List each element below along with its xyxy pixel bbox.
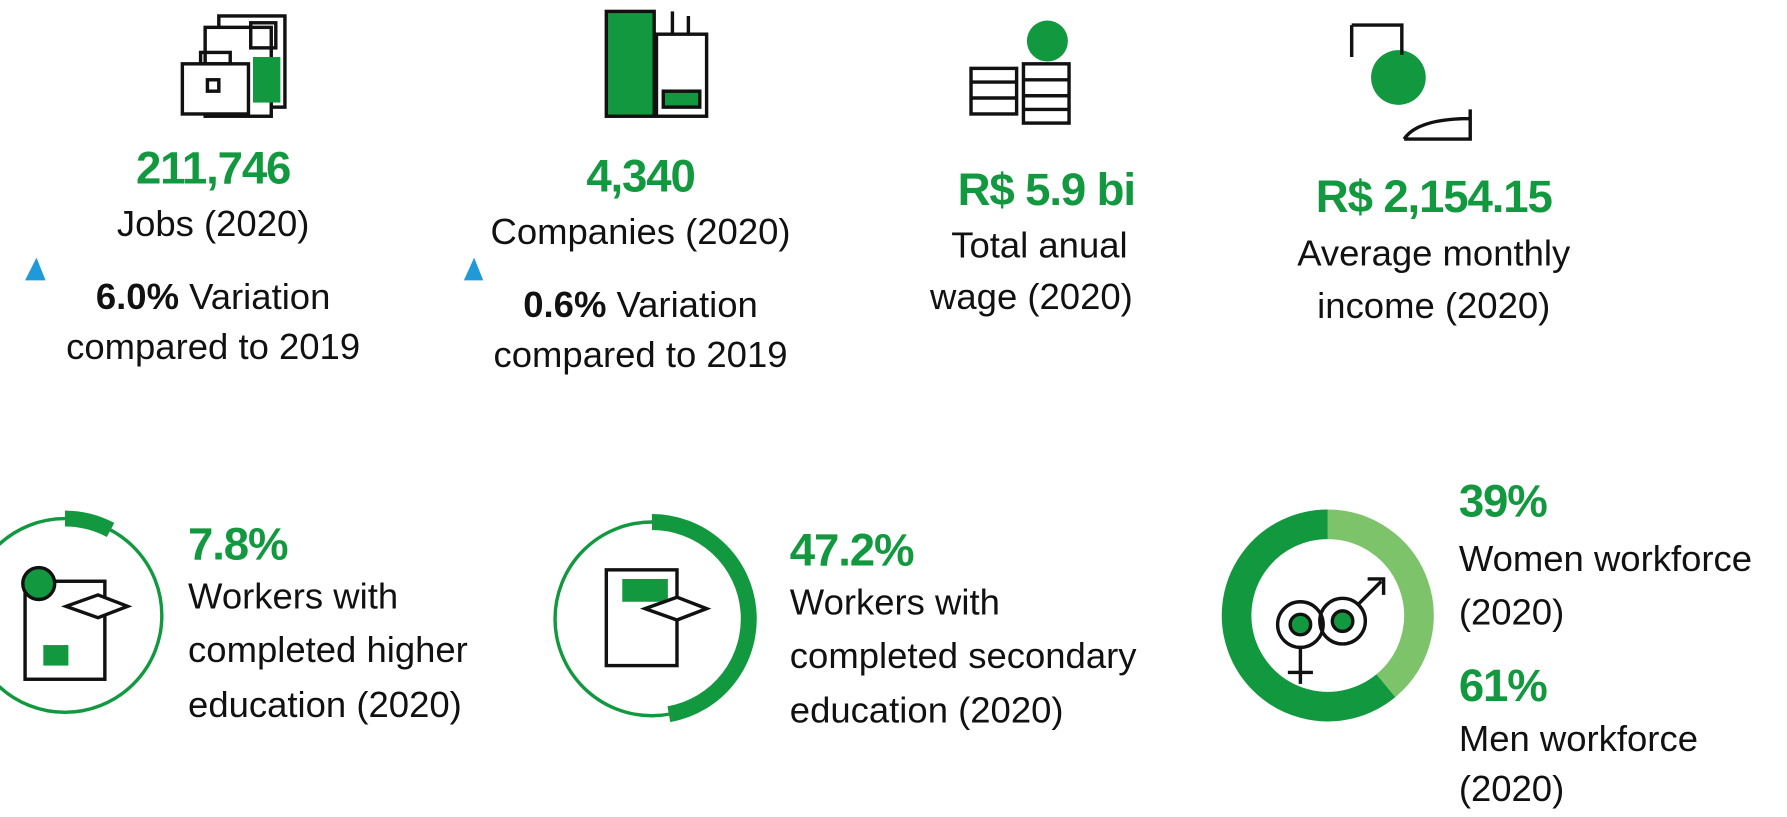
gender-label: Men workforce	[1458, 718, 1698, 760]
gauge-arc	[651, 514, 757, 723]
jobs-icon	[180, 14, 287, 118]
stat-value: R$ 2,154.15	[1315, 172, 1553, 223]
stat-label: Average monthly	[1297, 232, 1571, 274]
education-label: education (2020)	[188, 683, 462, 725]
gender-value: 61%	[1458, 661, 1548, 712]
education-label: completed higher	[188, 629, 468, 671]
gauge-arc	[64, 510, 115, 538]
gender-label: (2020)	[1458, 768, 1565, 810]
donut-segment	[1327, 509, 1434, 698]
variation: 0.6% Variation	[523, 286, 757, 322]
stat-label: Total anual	[951, 224, 1128, 266]
variation-text: Variation	[616, 283, 758, 325]
secondary-education-icon	[604, 568, 712, 668]
income-icon	[1349, 23, 1472, 141]
gender-label: Women workforce	[1458, 537, 1753, 579]
education-label: Workers with	[789, 581, 1000, 623]
education-label: Workers with	[188, 575, 399, 617]
stat-value: 4,340	[586, 151, 696, 202]
stat-label: Jobs (2020)	[116, 202, 310, 244]
education-value: 7.8%	[188, 519, 288, 570]
variation-value: 6.0%	[95, 275, 180, 317]
education-label: education (2020)	[789, 689, 1064, 731]
donut-segment	[1221, 509, 1396, 722]
gender-icon	[1275, 577, 1386, 684]
education-value: 47.2%	[789, 525, 915, 576]
stat-label: wage (2020)	[930, 275, 1133, 317]
companies-icon	[604, 9, 709, 118]
variation-text: compared to 2019	[66, 325, 361, 367]
wage-icon	[969, 20, 1071, 125]
variation-text: compared to 2019	[493, 333, 788, 375]
variation-value: 0.6%	[523, 283, 607, 325]
up-arrow	[25, 257, 46, 281]
variation-text: Variation	[189, 275, 331, 317]
variation: 6.0% Variation	[96, 278, 330, 314]
higher-education-icon	[21, 565, 133, 681]
stat-value: 211,746	[135, 143, 291, 194]
stat-label: income (2020)	[1317, 284, 1551, 326]
up-arrow	[463, 257, 484, 281]
gender-value: 39%	[1458, 476, 1548, 527]
stat-label: Companies (2020)	[490, 210, 791, 252]
gender-label: (2020)	[1458, 591, 1565, 633]
education-label: completed secondary	[789, 634, 1137, 676]
stat-value: R$ 5.9 bi	[957, 165, 1136, 216]
